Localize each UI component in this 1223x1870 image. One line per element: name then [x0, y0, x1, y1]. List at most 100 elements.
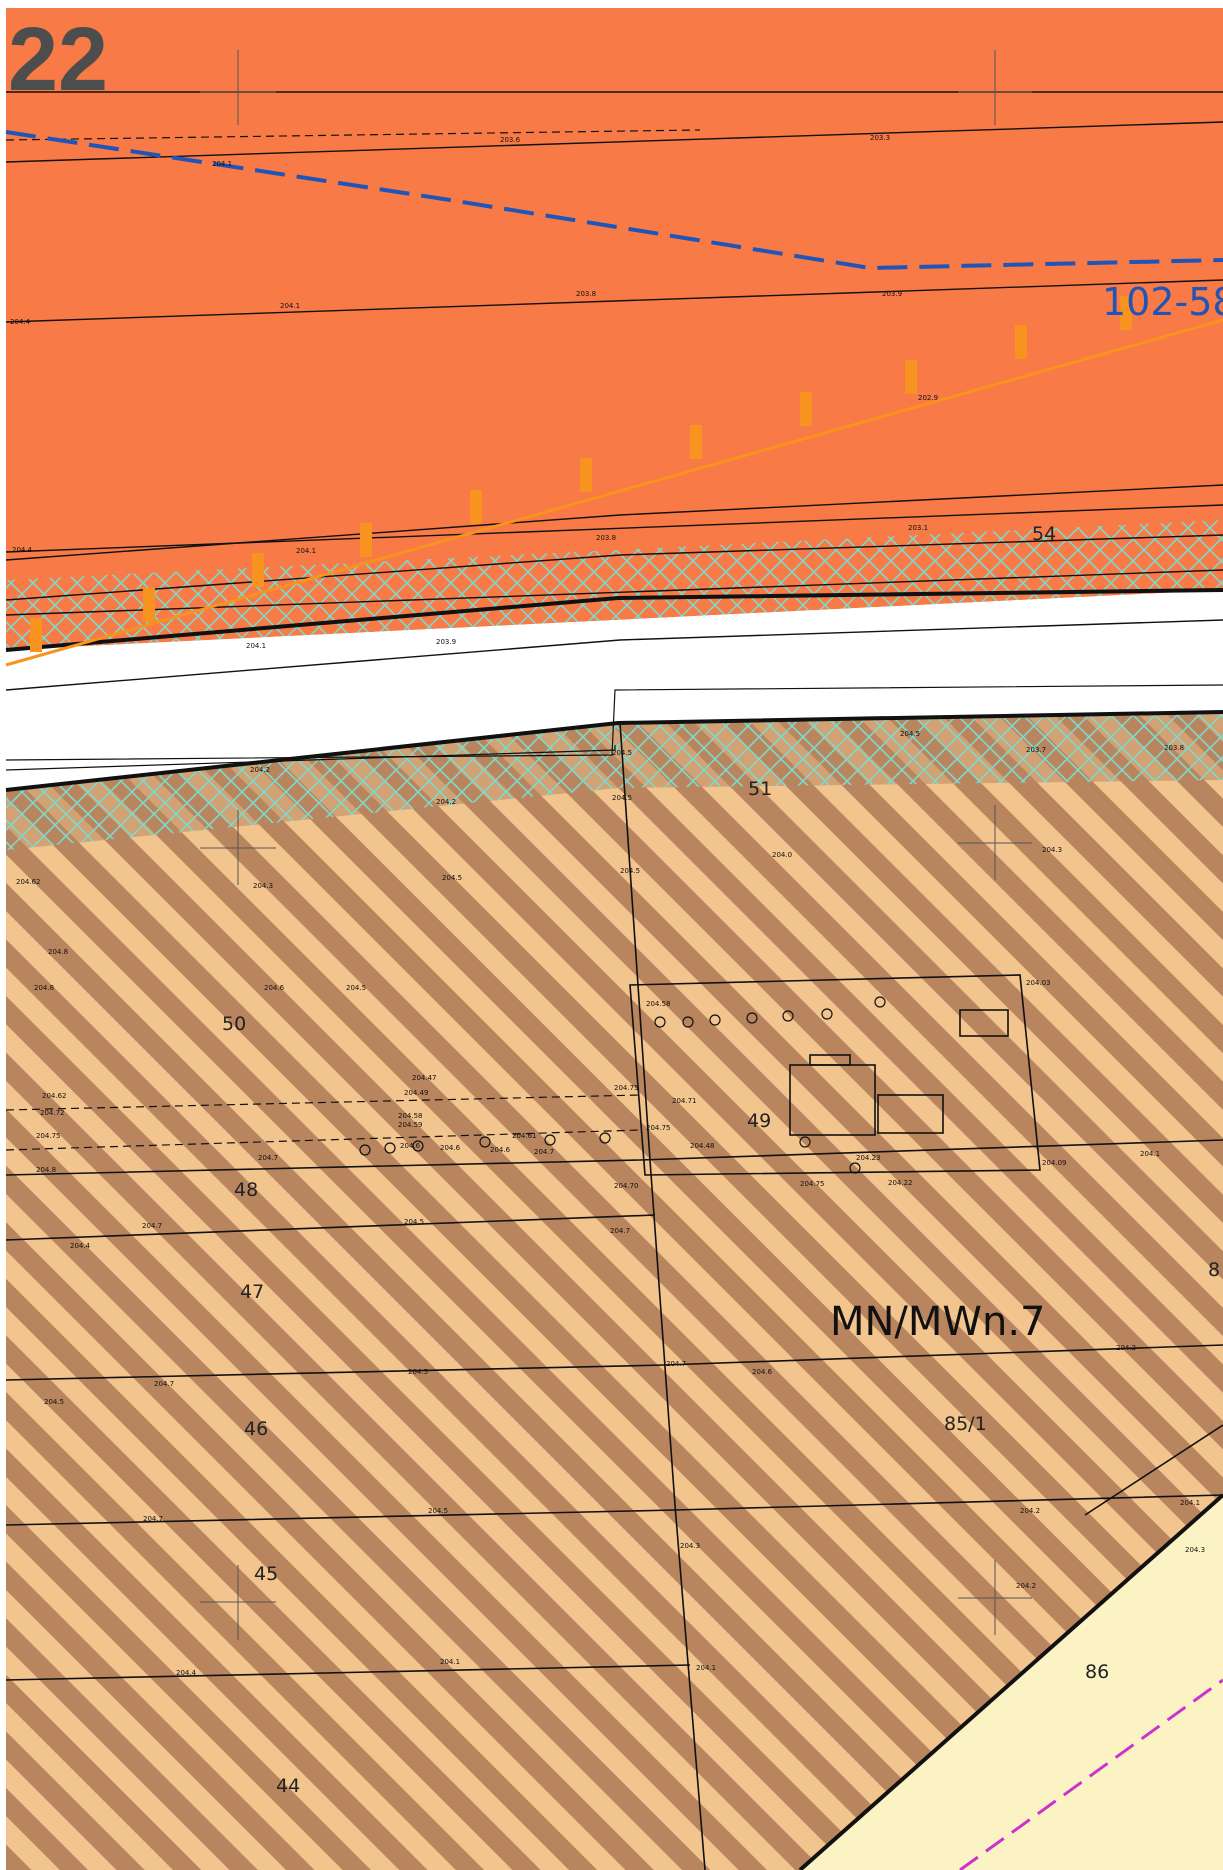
elevation-label: 204.5: [442, 874, 462, 882]
elevation-label: 204.5: [620, 867, 640, 875]
elevation-label: 204.4: [176, 1669, 197, 1677]
elevation-label: 204.2: [1016, 1582, 1036, 1590]
elevation-label: 204.70: [614, 1182, 639, 1190]
elevation-label: 203.3: [870, 134, 890, 142]
elevation-label: 204.7: [142, 1222, 162, 1230]
parcel-number: 85/1: [944, 1413, 987, 1435]
elevation-label: 204.75: [614, 1084, 639, 1092]
parcel-number: 8: [1208, 1259, 1220, 1281]
elevation-label: 204.48: [690, 1142, 715, 1150]
elevation-label: 204.2: [436, 798, 456, 806]
sheet-number: 22: [8, 10, 108, 110]
parcel-number: 44: [276, 1775, 300, 1797]
road-label: 102-58: [1102, 280, 1223, 324]
parcel-number: 49: [747, 1110, 771, 1132]
elevation-label: 202.9: [918, 394, 938, 402]
elevation-label: 204.5: [44, 1398, 64, 1406]
elevation-label: 204.03: [1026, 979, 1051, 987]
parcel-number: 48: [234, 1179, 258, 1201]
elevation-label: 204.3: [1042, 846, 1062, 854]
elevation-label: 204.3: [680, 1542, 700, 1550]
elevation-label: 204.7: [154, 1380, 174, 1388]
elevation-label: 204.6: [490, 1146, 511, 1154]
elevation-label: 204.1: [1180, 1499, 1200, 1507]
elevation-label: 204.75: [36, 1132, 61, 1140]
elevation-label: 204.3: [1185, 1546, 1205, 1554]
elevation-label: 203.8: [1164, 744, 1184, 752]
elevation-label: 204.6: [440, 1144, 461, 1152]
elevation-label: 204.2: [250, 766, 270, 774]
elevation-label: 204.6: [752, 1368, 773, 1376]
road-step-line: [5, 684, 1223, 761]
elevation-label: 204.7: [534, 1148, 554, 1156]
elevation-label: 204.4: [12, 546, 33, 554]
tree-symbols: [359, 996, 886, 1174]
elevation-label: 204.1: [1140, 1150, 1160, 1158]
elevation-label: 204.1: [696, 1664, 716, 1672]
elevation-label: 204.58: [646, 1000, 671, 1008]
elevation-label: 204.62: [16, 878, 41, 886]
elevation-label: 204.5: [900, 730, 920, 738]
parcel-number: 46: [244, 1418, 268, 1440]
elevation-label: 204.58: [398, 1112, 423, 1120]
elevation-label: 204.7: [143, 1515, 163, 1523]
orange-zone: [6, 8, 1223, 650]
elevation-label: 204.5: [404, 1218, 424, 1226]
elevation-label: 204.71: [672, 1097, 697, 1105]
elevation-label: 204.5: [612, 794, 632, 802]
elevation-label: 204.4: [70, 1242, 91, 1250]
parcel-number: 51: [748, 778, 772, 800]
elevation-label: 203.8: [576, 290, 596, 298]
pale-zone-edge: [798, 1493, 1223, 1870]
elevation-label: 204.1: [246, 642, 266, 650]
elevation-label: 204.7: [610, 1227, 630, 1235]
road-edge-bottom: [5, 710, 1223, 792]
elevation-label: 204.8: [34, 984, 54, 992]
elevation-label: 204.59: [398, 1121, 423, 1129]
elevation-label: 204.23: [856, 1154, 881, 1162]
orange-zone-parcel-lines: [5, 91, 1223, 616]
elevation-label: 203.9: [882, 290, 902, 298]
dashed-utility-lines: [5, 129, 701, 1151]
elevation-label: 204.75: [646, 1124, 671, 1132]
elevation-label: 204.1: [440, 1658, 460, 1666]
grid-crosses: [200, 50, 1032, 1640]
orange-boundary-ticks: [30, 296, 1132, 652]
parcel-number: 50: [222, 1013, 246, 1035]
elevation-label: 204.7: [258, 1154, 278, 1162]
elevation-label: 203.6: [500, 136, 521, 144]
elevation-label: 204.2: [1116, 1344, 1136, 1352]
elevation-label: 204.22: [888, 1179, 913, 1187]
orange-boundary-line: [5, 318, 1223, 667]
elevation-label: 204.62: [42, 1092, 67, 1100]
elevation-label: 204.1: [296, 547, 316, 555]
road-inner-line: [5, 745, 616, 771]
residential-parcel-lines: [5, 722, 1223, 1870]
elevation-label: 204.5: [612, 749, 632, 757]
elevation-label: 204.2: [1020, 1507, 1040, 1515]
elevation-label: 204.3: [253, 882, 273, 890]
elevation-label: 204.5: [428, 1507, 448, 1515]
elevation-label: 204.49: [404, 1089, 429, 1097]
elevation-label: 204.5: [346, 984, 366, 992]
parcel-number: 86: [1085, 1661, 1109, 1683]
elevation-label: 203.9: [436, 638, 456, 646]
upper-buffer-strip: [6, 520, 1223, 650]
elevation-label: 204.7: [666, 1360, 686, 1368]
elevation-label: 204.75: [800, 1180, 825, 1188]
elevation-label: 203.1: [908, 524, 928, 532]
elevation-label: 204.8: [36, 1166, 56, 1174]
elevation-label: 204.6: [400, 1142, 421, 1150]
elevation-labels: 203.6 203.3 204.1 204.4 204.1 203.8 203.…: [10, 134, 1205, 1677]
parcel-number: 47: [240, 1281, 264, 1303]
elevation-label: 204.6: [264, 984, 285, 992]
elevation-label: 204.0: [772, 851, 792, 859]
elevation-label: 204.09: [1042, 1159, 1067, 1167]
zone-boundary-triangles: [5, 619, 1223, 691]
road-edge-top: [5, 588, 1223, 652]
elevation-label: 204.1: [280, 302, 300, 310]
lower-buffer-crosshatch: [6, 712, 1223, 850]
zone-label: MN/MWn.7: [830, 1299, 1046, 1345]
residential-hatch-zone: [6, 712, 1223, 1870]
